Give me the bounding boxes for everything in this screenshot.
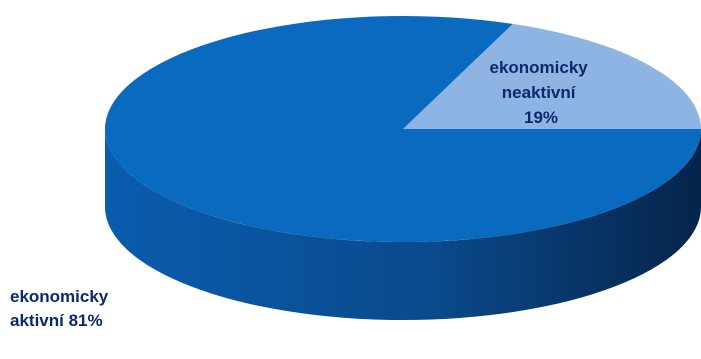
- pie-top-face: [105, 16, 701, 242]
- label-aktivni: ekonomicky aktivní 81%: [10, 287, 113, 330]
- pie-slice-neaktivni: [403, 23, 701, 129]
- label-neaktivni: ekonomicky neaktivní 19%: [490, 58, 593, 127]
- pie-slice-aktivni: [105, 16, 701, 242]
- pie-side-wall: [105, 129, 701, 320]
- pie-side-wall-face: [105, 129, 701, 320]
